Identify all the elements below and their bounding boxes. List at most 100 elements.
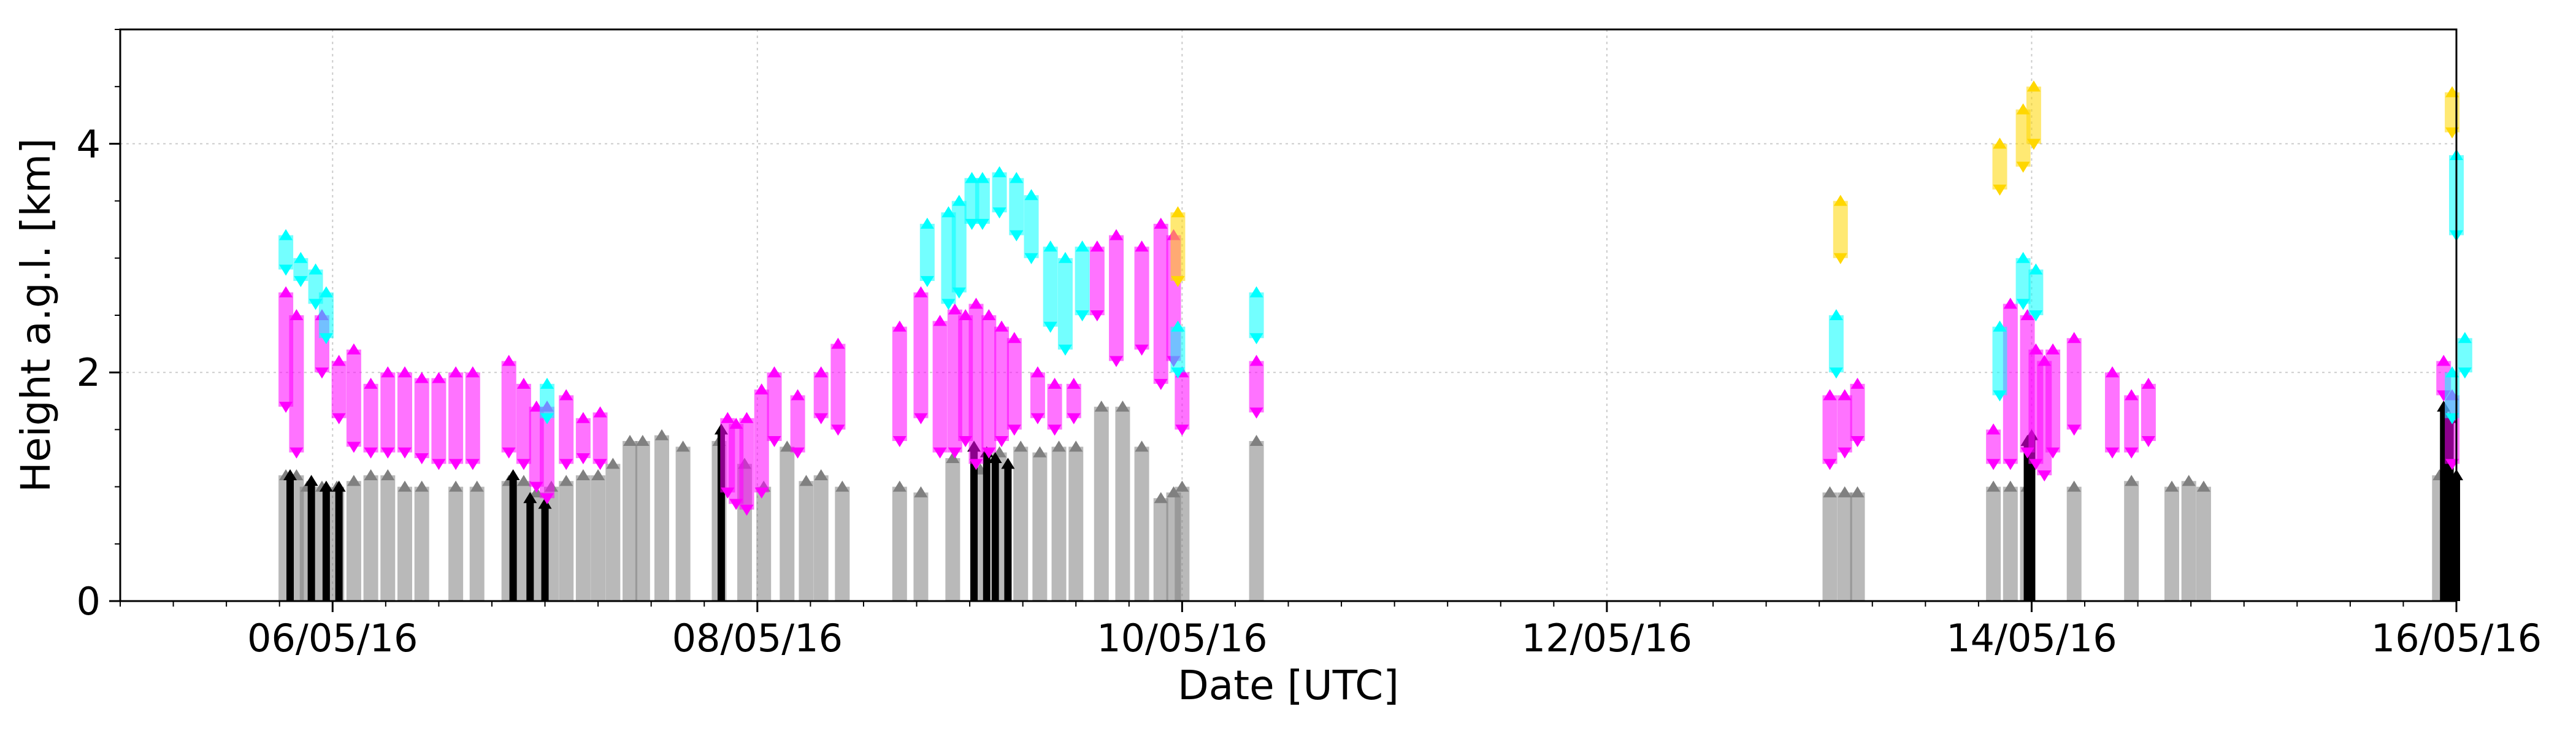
range-bar [2066,338,2082,430]
range-top-marker [2029,263,2043,275]
range-bar [1032,452,1048,601]
range-top-marker [676,440,690,452]
range-top-marker [1850,486,1865,497]
range-bar [1153,498,1168,601]
range-top-marker [1175,480,1189,492]
range-bottom-marker [1030,413,1045,424]
range-bottom-marker [1007,424,1021,436]
range-bar [739,418,754,510]
range-bar [1057,258,1073,350]
range-bar [2003,486,2018,601]
range-top-marker [2125,389,2139,401]
range-bar [2124,481,2139,601]
y-tick-label: 4 [77,121,101,166]
range-top-marker [398,366,412,378]
range-bar [1822,395,1838,464]
range-bar [675,447,691,601]
range-bottom-marker [1249,407,1263,419]
range-bar [540,383,555,418]
range-top-marker [1838,389,1852,401]
range-top-marker [576,412,590,423]
range-top-marker [946,452,960,463]
range-bar [414,486,429,601]
range-bar [1822,492,1838,601]
range-bar [1170,212,1186,282]
range-top-marker [654,429,669,440]
range-top-marker [432,372,446,383]
range-bottom-marker [1154,378,1168,390]
range-bottom-marker [364,447,378,459]
range-top-marker [415,372,429,383]
range-top-marker [319,480,333,492]
range-top-marker [576,469,590,480]
range-top-marker [540,377,554,389]
range-bottom-marker [1833,253,1847,264]
x-tick-label: 10/05/16 [1097,616,1267,661]
range-bar [2028,269,2044,315]
range-bar [970,447,978,601]
range-top-marker [814,469,828,480]
range-top-marker [1048,377,1062,389]
range-bar [346,349,361,447]
range-bar [469,486,485,601]
range-top-marker [1067,377,1081,389]
range-bar [1992,144,2007,190]
range-bottom-marker [2016,161,2030,173]
range-bottom-marker [516,459,531,470]
range-top-marker [347,343,361,355]
range-bars [278,80,2472,601]
range-bottom-marker [2016,299,2030,310]
range-bottom-marker [466,459,480,470]
range-top-marker [1154,492,1168,504]
range-bar [1249,361,1264,413]
range-top-marker [1135,240,1149,252]
range-top-marker [289,309,304,320]
range-bar [2028,435,2036,601]
range-bottom-marker [1048,424,1062,436]
range-bar [526,498,534,601]
range-bottom-marker [1838,447,1852,459]
series-grey [278,401,2447,601]
y-tick-label: 0 [77,579,101,624]
range-top-marker [415,480,429,492]
range-bar [1006,338,1022,430]
range-top-marker [1823,389,1837,401]
range-bar [1075,247,1090,315]
range-bar [331,361,347,418]
range-bottom-marker [2046,447,2060,459]
range-bottom-marker [1993,390,2007,402]
range-top-marker [1249,435,1263,447]
range-top-marker [381,469,395,480]
range-top-marker [914,486,928,497]
range-bar [1992,326,2007,396]
range-top-marker [2029,343,2043,355]
range-bottom-marker [992,207,1006,219]
range-bar [994,326,1010,442]
range-top-marker [516,475,531,486]
range-top-marker [995,320,1009,332]
range-top-marker [319,286,333,297]
range-bar [623,441,638,601]
range-bottom-marker [920,276,934,288]
range-top-marker [364,469,378,480]
range-top-marker [364,377,378,389]
range-bar [2124,395,2139,453]
range-top-marker [754,383,769,395]
range-top-marker [1043,240,1057,252]
range-top-marker [799,475,813,486]
range-top-marker [975,172,989,183]
range-top-marker [1171,206,1185,218]
range-bar [318,292,334,339]
range-bar [767,372,782,442]
range-top-marker [449,480,463,492]
range-bar [2026,86,2041,144]
range-top-marker [332,355,346,366]
range-bar [286,475,294,601]
range-top-marker [1058,251,1072,263]
range-top-marker [2182,475,2196,486]
range-bottom-marker [831,424,845,436]
range-top-marker [988,452,1002,463]
range-bottom-marker [1987,459,2001,470]
range-top-marker [593,406,607,418]
range-bar [968,304,984,464]
